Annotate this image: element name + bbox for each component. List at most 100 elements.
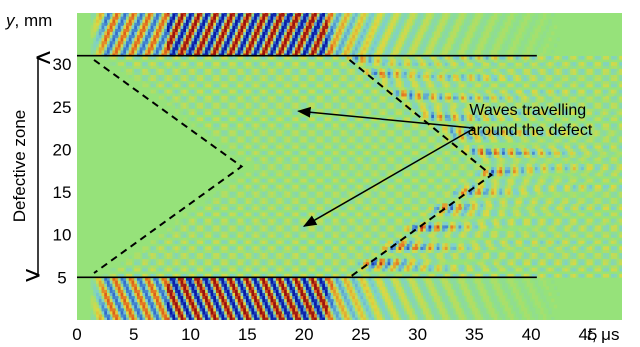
- heatmap-cell: [254, 169, 258, 174]
- heatmap-cell: [256, 258, 261, 263]
- heatmap-cell: [292, 126, 296, 131]
- heatmap-cell: [270, 255, 274, 260]
- heatmap-cell: [153, 80, 157, 85]
- heatmap-cell: [221, 224, 225, 229]
- heatmap-cell: [93, 13, 97, 14]
- heatmap-cell: [297, 298, 302, 303]
- heatmap-cell: [215, 295, 220, 300]
- heatmap-cell: [134, 28, 138, 33]
- heatmap-cell: [229, 313, 233, 318]
- heatmap-cell: [322, 316, 326, 320]
- heatmap-cell: [281, 25, 285, 29]
- heatmap-cell: [327, 203, 332, 208]
- heatmap-cell: [300, 34, 304, 39]
- heatmap-cell: [180, 16, 184, 20]
- heatmap-cell: [254, 166, 258, 171]
- heatmap-cell: [161, 298, 165, 303]
- heatmap-cell: [273, 304, 277, 309]
- heatmap-cell: [139, 13, 143, 17]
- heatmap-cell: [164, 19, 168, 23]
- heatmap-cell: [224, 298, 228, 303]
- heatmap-cell: [175, 111, 179, 115]
- heatmap-cell: [324, 80, 329, 85]
- heatmap-cell: [240, 277, 244, 281]
- heatmap-cell: [303, 80, 307, 85]
- heatmap-cell: [308, 19, 312, 23]
- heatmap-cell: [289, 123, 293, 128]
- heatmap-cell: [237, 129, 242, 134]
- heatmap-cell: [319, 273, 323, 278]
- heatmap-cell: [237, 224, 242, 229]
- heatmap-cell: [322, 31, 326, 36]
- heatmap-cell: [232, 255, 236, 260]
- heatmap-cell: [232, 289, 236, 293]
- heatmap-cell: [188, 249, 193, 254]
- heatmap-cell: [284, 227, 288, 232]
- heatmap-cell: [305, 289, 310, 293]
- heatmap-cell: [262, 184, 266, 189]
- heatmap-cell: [254, 62, 258, 66]
- heatmap-cell: [311, 273, 315, 278]
- heatmap-cell: [96, 298, 100, 303]
- heatmap-cell: [286, 234, 291, 238]
- heatmap-cell: [254, 40, 258, 45]
- heatmap-cell: [207, 55, 212, 60]
- heatmap-cell: [210, 34, 214, 39]
- heatmap-cell: [215, 105, 220, 109]
- heatmap-cell: [303, 16, 307, 20]
- heatmap-cell: [166, 249, 171, 254]
- heatmap-cell: [158, 40, 163, 45]
- heatmap-cell: [267, 108, 272, 112]
- heatmap-cell: [275, 74, 280, 79]
- heatmap-cell: [139, 316, 143, 320]
- heatmap-cell: [158, 68, 163, 72]
- heatmap-cell: [319, 40, 323, 45]
- heatmap-cell: [115, 298, 119, 303]
- heatmap-cell: [126, 40, 130, 45]
- heatmap-cell: [175, 25, 179, 29]
- heatmap-cell: [303, 292, 307, 297]
- heatmap-cell: [150, 89, 154, 94]
- heatmap-cell: [126, 55, 130, 60]
- heatmap-cell: [142, 77, 146, 82]
- heatmap-cell: [98, 280, 103, 284]
- heatmap-cell: [145, 289, 149, 293]
- heatmap-cell: [224, 123, 228, 128]
- heatmap-cell: [207, 240, 212, 244]
- heatmap-cell: [191, 267, 195, 272]
- heatmap-cell: [112, 55, 116, 60]
- heatmap-cell: [316, 129, 321, 134]
- heatmap-cell: [324, 227, 329, 232]
- heatmap-cell: [90, 310, 94, 315]
- heatmap-cell: [139, 25, 143, 29]
- heatmap-cell: [98, 25, 103, 29]
- heatmap-cell: [120, 277, 124, 281]
- heatmap-cell: [131, 304, 135, 309]
- heatmap-cell: [224, 55, 228, 60]
- heatmap-cell: [311, 126, 315, 131]
- heatmap-cell: [106, 298, 111, 303]
- heatmap-cell: [267, 258, 272, 263]
- heatmap-cell: [109, 301, 114, 306]
- heatmap-cell: [183, 264, 187, 269]
- heatmap-cell: [237, 71, 242, 75]
- heatmap-cell: [273, 289, 277, 293]
- heatmap-cell: [327, 157, 332, 161]
- heatmap-cell: [289, 316, 293, 320]
- heatmap-cell: [156, 246, 160, 250]
- heatmap-cell: [158, 83, 163, 88]
- heatmap-cell: [305, 13, 310, 17]
- heatmap-cell: [115, 13, 119, 14]
- heatmap-cell: [265, 310, 269, 315]
- heatmap-cell: [295, 117, 299, 122]
- heatmap-cell: [262, 77, 266, 82]
- heatmap-cell: [196, 304, 201, 309]
- heatmap-cell: [324, 102, 329, 106]
- heatmap-cell: [243, 19, 247, 23]
- heatmap-cell: [153, 13, 157, 17]
- heatmap-cell: [256, 249, 261, 254]
- heatmap-cell: [169, 13, 173, 17]
- heatmap-cell: [153, 62, 157, 66]
- heatmap-cell: [134, 277, 138, 281]
- heatmap-cell: [284, 184, 288, 189]
